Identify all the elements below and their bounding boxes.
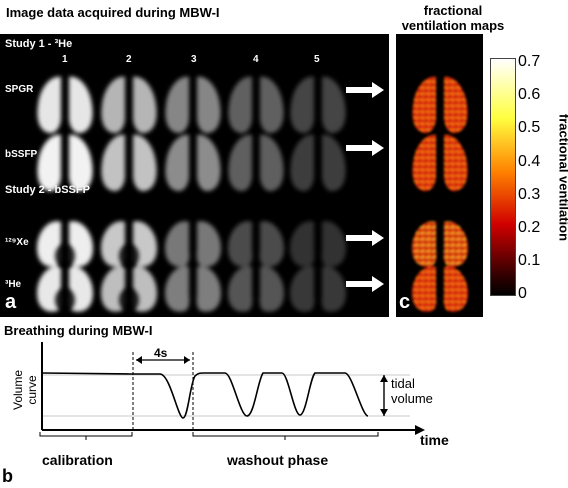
colorbar-tick: 0.7	[518, 53, 541, 70]
study1-label: Study 1 - ³He	[5, 38, 73, 50]
colorbar-tick: 0.2	[518, 219, 541, 236]
ventilation-map	[412, 266, 468, 312]
ventilation-map-stack	[412, 76, 468, 312]
lung-image-grid	[37, 76, 384, 312]
breath-number: 4	[253, 54, 259, 65]
lung-image	[290, 76, 346, 134]
washout-label: washout phase	[227, 452, 329, 468]
interval-arrowhead	[184, 356, 190, 364]
panel-c-maps: c	[396, 34, 483, 317]
ventilation-map	[412, 134, 468, 192]
washout-bracket	[192, 432, 379, 440]
row-label-xe: ¹²⁹Xe	[5, 237, 29, 248]
lung-image	[37, 134, 93, 192]
row-label-spgr: SPGR	[5, 84, 34, 95]
panel-a-heading: Image data acquired during MBW-I	[6, 5, 220, 20]
breathing-curve-plot	[39, 342, 425, 440]
row-label-bssfp: bSSFP	[5, 149, 38, 160]
tidal-volume-label: tidal volume	[391, 376, 433, 406]
colorbar-tick: 0.4	[518, 153, 541, 170]
lung-image	[228, 266, 284, 312]
colorbar	[490, 58, 516, 296]
colorbar-tick: 0.3	[518, 186, 541, 203]
lung-image	[228, 76, 284, 134]
time-axis-label: time	[420, 432, 449, 448]
panel-c-letter: c	[399, 291, 411, 313]
arrow-icon	[346, 276, 384, 292]
arrow-icon	[346, 82, 384, 98]
colorbar-tick: 0.6	[518, 86, 541, 103]
lung-image	[101, 134, 157, 192]
row-label-he: ³He	[5, 279, 22, 290]
panel-a-letter: a	[5, 291, 17, 313]
lung-image	[37, 76, 93, 134]
tidal-line2: volume	[391, 391, 433, 406]
interval-arrowhead	[136, 356, 142, 364]
tidal-arrowhead	[380, 375, 388, 382]
lung-image	[290, 221, 346, 267]
tidal-arrowhead	[380, 409, 388, 416]
ventilation-map	[412, 76, 468, 134]
lung-image	[290, 266, 346, 312]
colorbar-label: fractional ventilation	[556, 113, 568, 242]
breath-number: 3	[191, 54, 197, 65]
panel-a-images: Study 1 - ³He Study 2 - bSSFP 1 2 3 4 5 …	[0, 34, 389, 317]
x-axis-arrowhead	[415, 425, 425, 435]
interval-label: 4s	[154, 346, 168, 360]
lung-image	[101, 76, 157, 134]
lung-image	[165, 134, 221, 192]
arrow-icon	[346, 230, 384, 246]
colorbar-tick: 0.5	[518, 119, 541, 136]
arrow-icon	[346, 140, 384, 156]
ventilation-map	[412, 221, 468, 267]
calibration-bracket	[39, 432, 133, 440]
breath-number: 2	[126, 54, 132, 65]
panel-c-heading-line1: fractional	[423, 3, 483, 18]
tidal-line1: tidal	[391, 376, 415, 391]
lung-image	[165, 76, 221, 134]
breath-number: 5	[314, 54, 320, 65]
lung-image	[165, 221, 221, 267]
lung-image	[290, 134, 346, 192]
panel-b-heading: Breathing during MBW-I	[4, 323, 153, 338]
panel-c-heading: fractional ventilation maps	[398, 3, 508, 33]
panel-c-heading-line2: ventilation maps	[401, 18, 505, 33]
panel-b-letter: b	[2, 466, 13, 486]
colorbar-tick: 0	[518, 285, 527, 302]
lung-image	[165, 266, 221, 312]
lung-image	[228, 221, 284, 267]
colorbar-tick: 0.1	[518, 252, 541, 269]
calibration-label: calibration	[42, 452, 113, 468]
breath-number: 1	[62, 54, 68, 65]
lung-image	[228, 134, 284, 192]
volume-curve	[41, 372, 369, 419]
arrow-group	[346, 82, 384, 292]
